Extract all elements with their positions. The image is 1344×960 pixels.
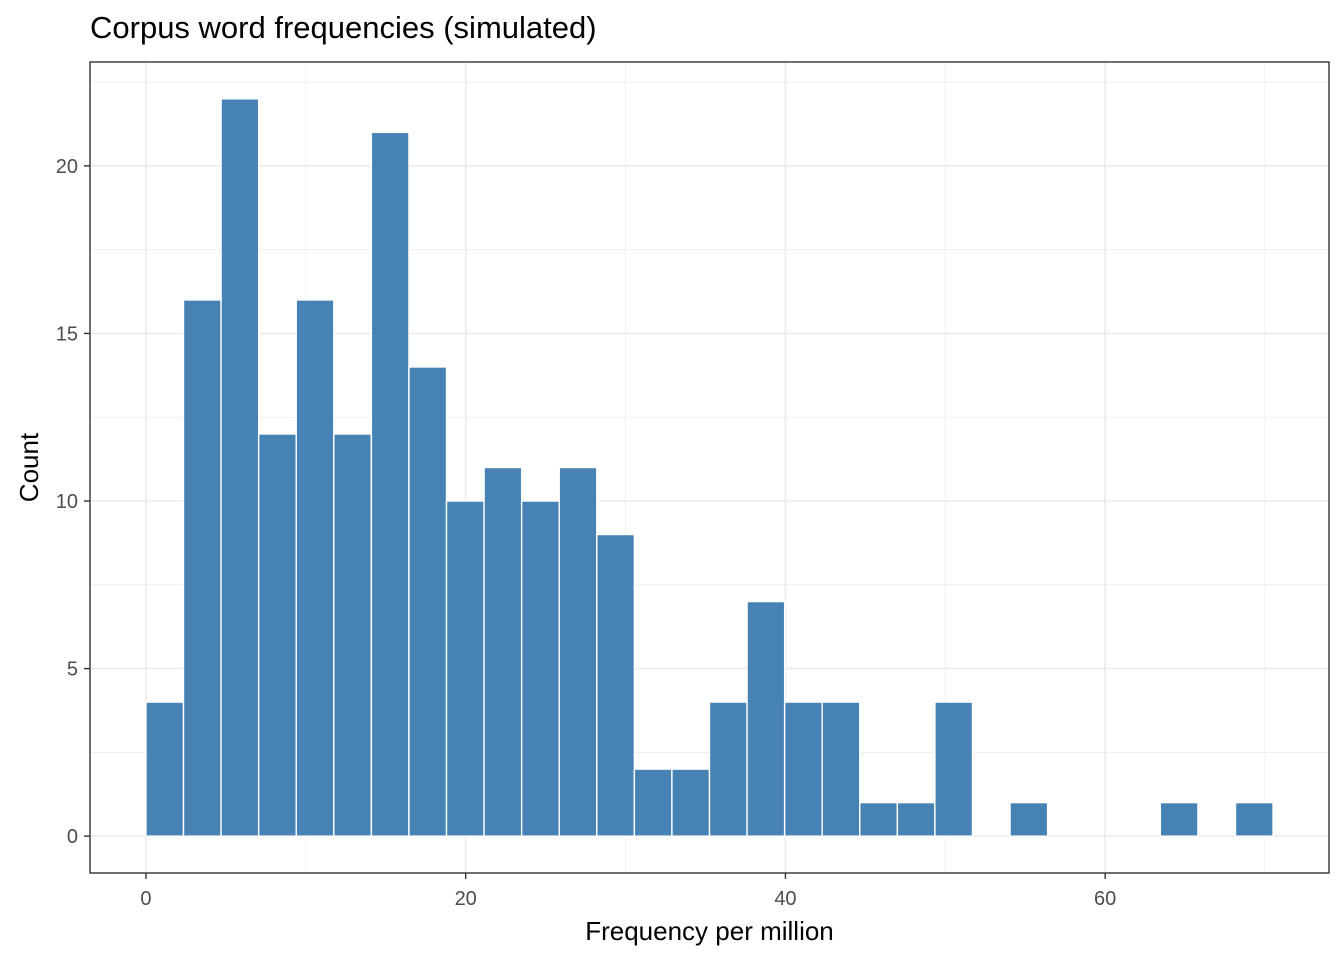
- y-tick-label: 20: [56, 156, 78, 178]
- histogram-bar: [1234, 801, 1274, 837]
- histogram-bar: [859, 801, 899, 837]
- histogram-bar: [520, 500, 560, 837]
- histogram-bar: [257, 433, 297, 837]
- y-tick-label: 10: [56, 491, 78, 513]
- histogram-bar: [333, 433, 373, 837]
- histogram-bar: [708, 701, 748, 837]
- y-tick-label: 0: [67, 826, 78, 848]
- x-tick-label: 60: [1094, 888, 1116, 910]
- x-axis-title: Frequency per million: [585, 916, 834, 946]
- histogram-bar: [633, 768, 673, 837]
- histogram-bar: [934, 701, 974, 837]
- histogram-bar: [671, 768, 711, 837]
- x-tick-label: 20: [455, 888, 477, 910]
- histogram-bar: [821, 701, 861, 837]
- y-axis-title: Count: [14, 432, 44, 502]
- histogram-bar: [1009, 801, 1049, 837]
- histogram-bar: [596, 533, 636, 837]
- x-tick-label: 40: [774, 888, 796, 910]
- histogram-bar: [1159, 801, 1199, 837]
- y-tick-label: 5: [67, 659, 78, 681]
- histogram-bars: [145, 98, 1274, 837]
- histogram-bar: [783, 701, 823, 837]
- histogram-bar: [746, 600, 786, 837]
- y-tick-label: 15: [56, 323, 78, 345]
- histogram-bar: [896, 801, 936, 837]
- histogram-bar: [370, 131, 410, 837]
- histogram-bar: [408, 366, 448, 837]
- histogram-bar: [558, 466, 598, 837]
- axes: 0 20 40 60 0 5 10 15 20: [56, 156, 1117, 910]
- panel-border: [89, 61, 1330, 874]
- histogram-bar: [445, 500, 485, 837]
- histogram-bar: [295, 299, 335, 837]
- histogram-bar: [483, 466, 523, 837]
- x-tick-label: 0: [140, 888, 151, 910]
- histogram-bar: [145, 701, 185, 837]
- histogram-bar: [182, 299, 222, 837]
- chart-title: Corpus word frequencies (simulated): [90, 10, 597, 45]
- histogram-bar: [220, 98, 260, 837]
